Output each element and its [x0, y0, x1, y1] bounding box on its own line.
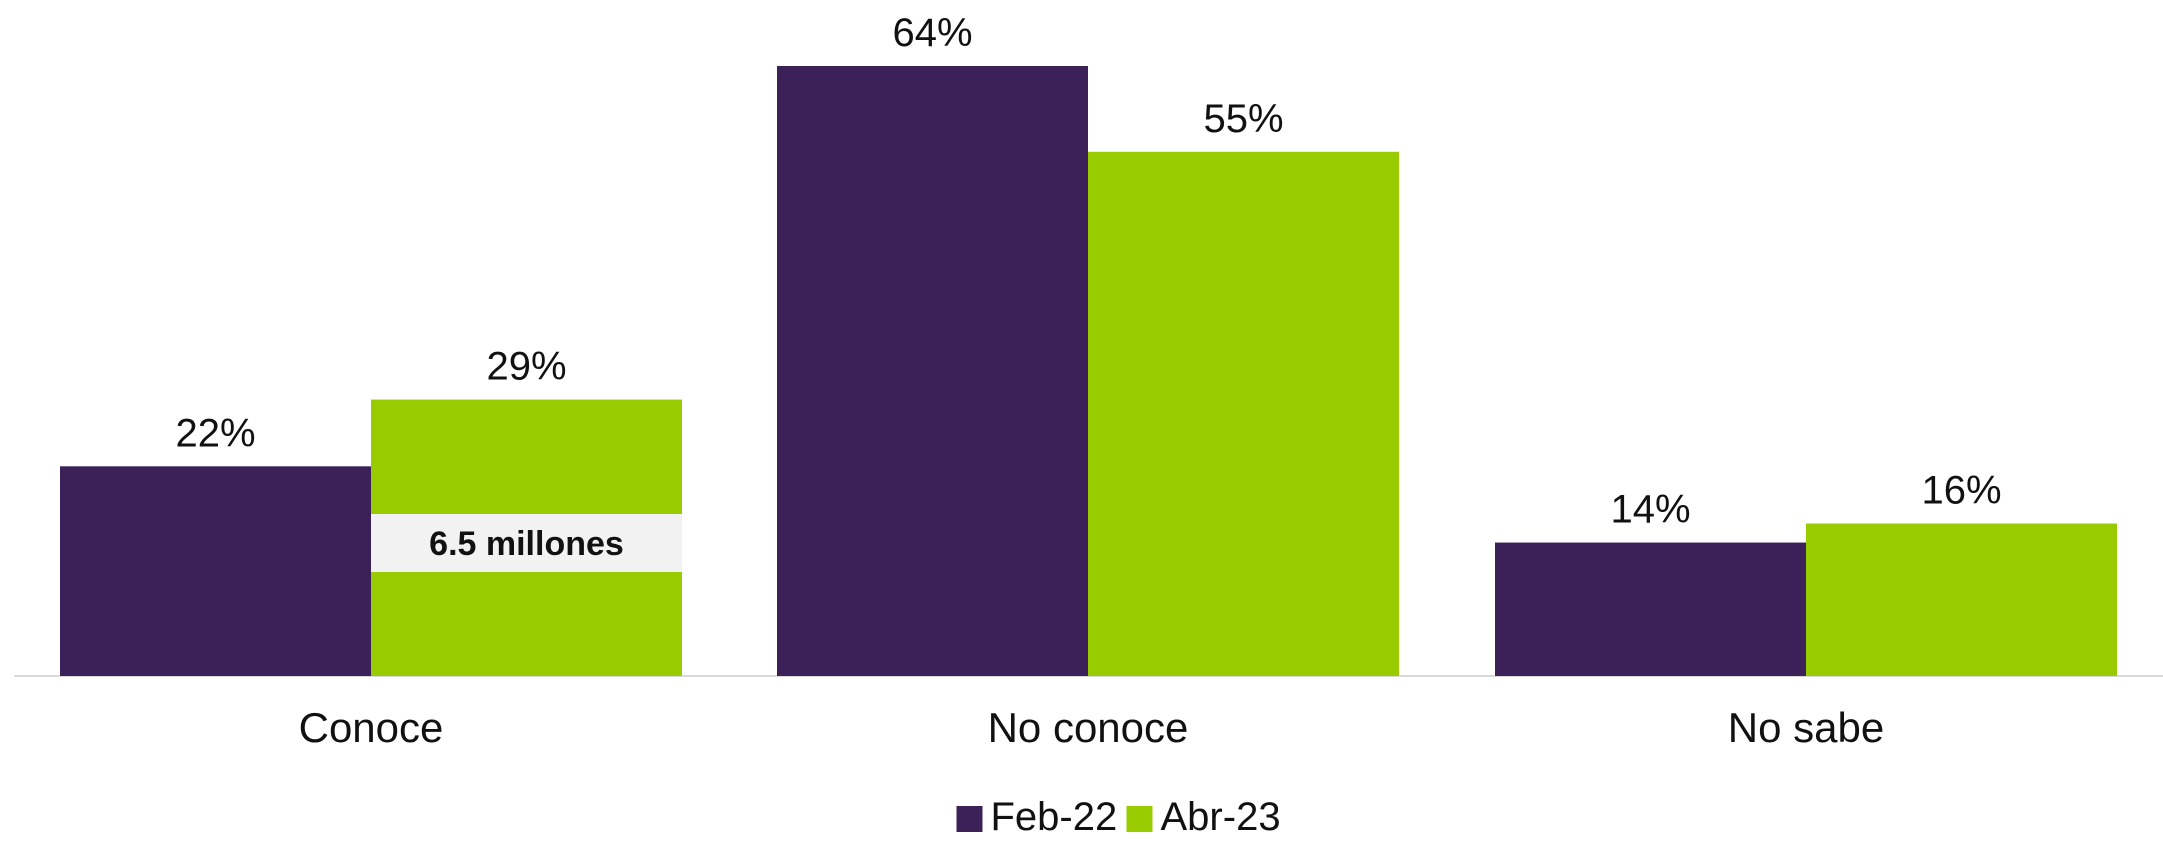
- legend-label-feb-22: Feb-22: [991, 795, 1118, 839]
- category-label-no-conoce: No conoce: [988, 704, 1189, 751]
- bar-no-conoce-feb-22: [777, 66, 1088, 676]
- value-label-no-sabe-abr-23: 16%: [1921, 469, 2001, 513]
- bar-no-sabe-feb-22: [1495, 542, 1806, 676]
- value-label-no-conoce-abr-23: 55%: [1203, 97, 1283, 141]
- value-label-no-conoce-feb-22: 64%: [892, 11, 972, 55]
- bar-conoce-feb-22: [60, 466, 371, 676]
- value-labels-group: 22% 29% 64% 55% 14% 16%: [175, 11, 2001, 532]
- legend-swatch-feb-22: [956, 806, 983, 832]
- legend: Feb-22 Abr-23: [956, 795, 1281, 839]
- value-label-conoce-feb-22: 22%: [175, 411, 255, 455]
- category-label-no-sabe: No sabe: [1728, 704, 1884, 751]
- legend-label-abr-23: Abr-23: [1161, 795, 1281, 839]
- category-labels-group: Conoce No conoce No sabe: [299, 704, 1885, 751]
- callout-box: [371, 514, 682, 572]
- bar-no-conoce-abr-23: [1088, 151, 1399, 676]
- value-label-no-sabe-feb-22: 14%: [1610, 488, 1690, 532]
- value-label-conoce-abr-23: 29%: [486, 345, 566, 389]
- callout-text: 6.5 millones: [429, 525, 624, 563]
- category-label-conoce: Conoce: [299, 704, 444, 751]
- bar-no-sabe-abr-23: [1806, 523, 2117, 676]
- bars-group: [60, 66, 2117, 676]
- annotations-group: 6.5 millones: [371, 514, 682, 572]
- legend-swatch-abr-23: [1126, 806, 1153, 832]
